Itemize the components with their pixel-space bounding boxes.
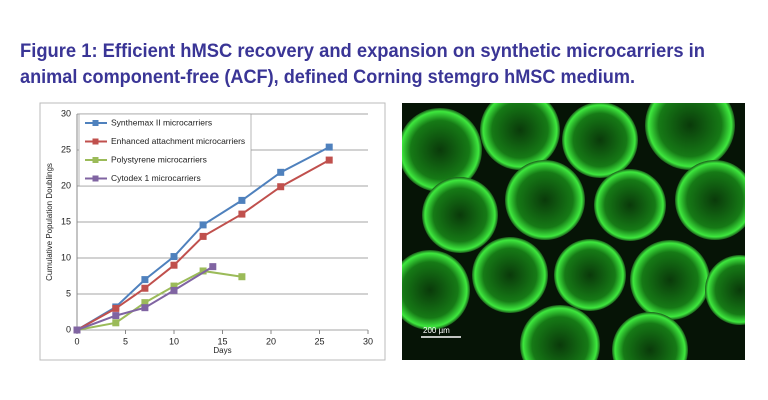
data-point — [199, 232, 207, 240]
y-tick-label: 20 — [61, 180, 71, 190]
legend-marker — [92, 138, 99, 145]
data-point — [141, 304, 149, 312]
y-tick-label: 5 — [66, 288, 71, 298]
y-tick-label: 0 — [66, 324, 71, 334]
x-axis-label: Days — [213, 346, 231, 355]
y-tick-label: 30 — [61, 108, 71, 118]
data-point — [277, 183, 285, 191]
legend-label: Synthemax II microcarriers — [111, 117, 212, 127]
data-point — [141, 299, 149, 307]
x-tick-label: 5 — [123, 336, 128, 346]
data-point — [325, 143, 333, 151]
data-point — [238, 196, 246, 204]
scale-bar-label: 200 µm — [423, 326, 450, 335]
data-point — [277, 168, 285, 176]
legend-label: Enhanced attachment microcarriers — [111, 136, 245, 146]
x-tick-label: 0 — [74, 336, 79, 346]
legend-box — [78, 113, 252, 187]
legend-marker — [92, 157, 99, 163]
data-point — [199, 221, 207, 229]
y-axis-label: Cumulative Population Doublings — [45, 163, 54, 281]
legend-marker — [92, 175, 99, 182]
y-tick-label: 25 — [61, 144, 71, 154]
x-tick-label: 30 — [363, 336, 373, 346]
data-point — [170, 286, 178, 294]
legend-label: Cytodex 1 microcarriers — [111, 173, 201, 183]
series-line — [76, 146, 330, 331]
series-line — [76, 159, 330, 331]
data-point — [141, 284, 149, 292]
data-point — [112, 312, 120, 320]
data-point — [238, 273, 246, 281]
data-point — [199, 267, 207, 275]
data-point — [209, 263, 217, 271]
data-point — [112, 304, 120, 312]
x-tick-label: 10 — [169, 336, 179, 346]
figure-title: animal component-free (ACF), defined Cor… — [20, 67, 635, 88]
legend-label: Polystyrene microcarriers — [111, 154, 207, 164]
series-line — [76, 269, 243, 331]
data-point — [112, 319, 120, 327]
data-point — [170, 253, 178, 261]
x-tick-label: 25 — [314, 336, 324, 346]
data-point — [238, 210, 246, 218]
figure-title: Figure 1: Efficient hMSC recovery and ex… — [20, 41, 705, 62]
micrograph — [402, 103, 745, 360]
y-tick-label: 15 — [61, 216, 71, 226]
data-point — [325, 156, 333, 164]
data-point — [141, 276, 149, 284]
data-point — [73, 326, 81, 334]
data-point — [170, 282, 178, 290]
y-tick-label: 10 — [61, 252, 71, 262]
x-tick-label: 20 — [266, 336, 276, 346]
data-point — [170, 261, 178, 269]
x-tick-label: 15 — [217, 336, 227, 346]
legend-marker — [92, 120, 99, 126]
